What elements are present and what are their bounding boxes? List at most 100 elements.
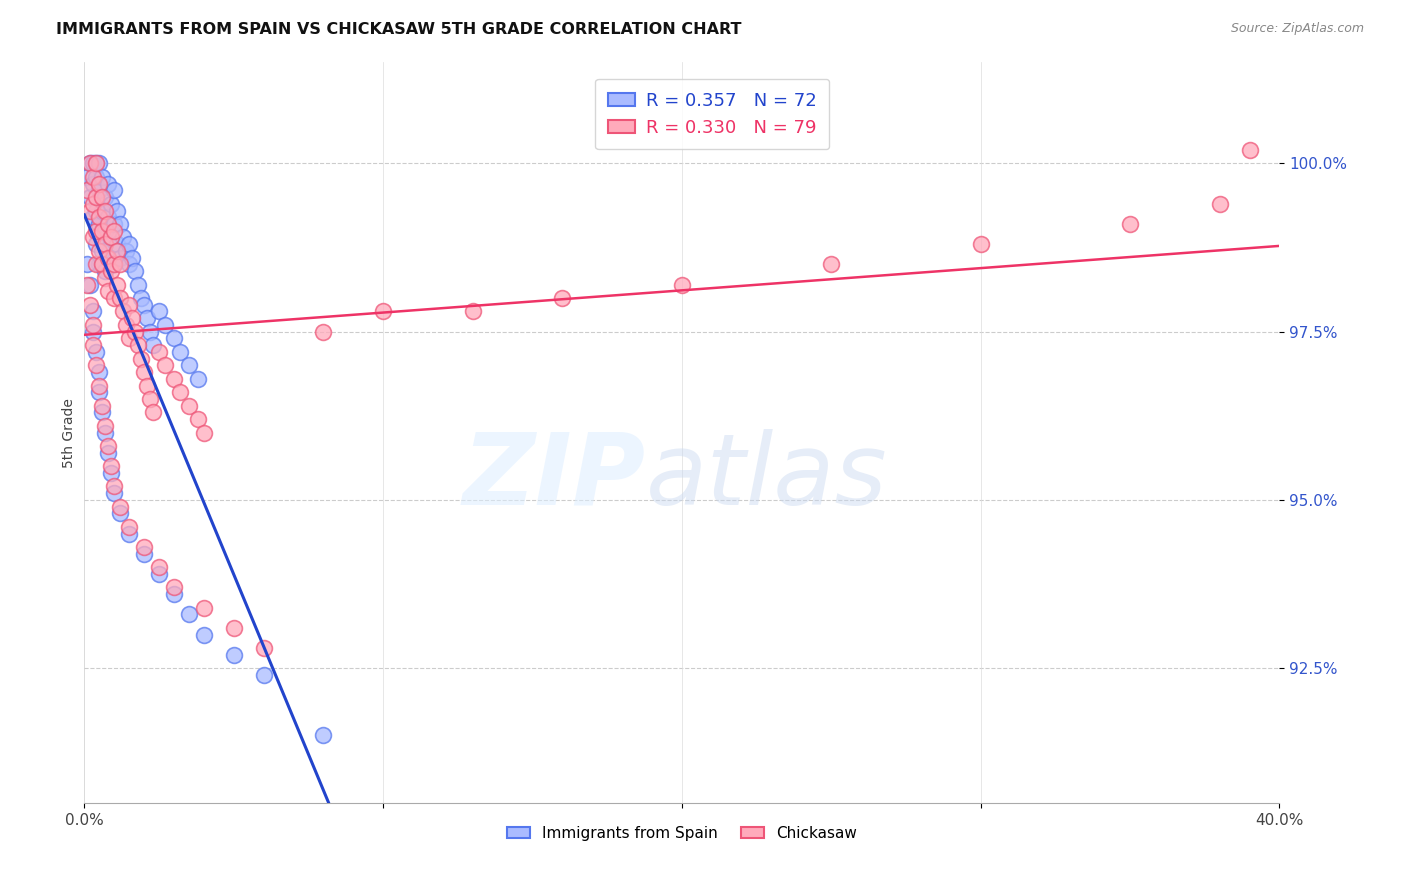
Point: [253, 668, 276, 682]
Point: [94, 425, 117, 440]
Point: [136, 311, 159, 326]
Point: [193, 425, 215, 440]
Point: [91, 257, 114, 271]
Text: ZIP: ZIP: [463, 428, 647, 525]
Point: [103, 224, 125, 238]
Point: [124, 264, 146, 278]
Point: [129, 351, 152, 366]
Point: [86, 203, 108, 218]
Point: [97, 251, 120, 265]
Point: [79, 298, 101, 312]
Point: [177, 399, 200, 413]
Point: [115, 244, 138, 258]
Text: Source: ZipAtlas.com: Source: ZipAtlas.com: [1230, 22, 1364, 36]
Point: [148, 566, 170, 581]
Point: [76, 277, 98, 292]
Point: [82, 318, 104, 332]
Point: [163, 587, 186, 601]
Point: [97, 285, 120, 299]
Text: atlas: atlas: [647, 428, 887, 525]
Point: [127, 277, 149, 292]
Point: [118, 520, 141, 534]
Point: [82, 325, 104, 339]
Point: [86, 344, 108, 359]
Point: [97, 217, 120, 231]
Point: [153, 318, 176, 332]
Point: [89, 244, 111, 258]
Point: [115, 318, 138, 332]
Point: [153, 359, 176, 373]
Point: [89, 365, 111, 379]
Point: [820, 257, 842, 271]
Point: [103, 479, 125, 493]
Point: [110, 507, 132, 521]
Point: [100, 230, 122, 244]
Point: [97, 177, 120, 191]
Point: [148, 344, 170, 359]
Legend: Immigrants from Spain, Chickasaw: Immigrants from Spain, Chickasaw: [501, 820, 863, 847]
Point: [312, 729, 335, 743]
Point: [139, 325, 162, 339]
Point: [82, 211, 104, 225]
Point: [139, 392, 162, 406]
Point: [169, 385, 191, 400]
Point: [105, 237, 128, 252]
Point: [82, 338, 104, 352]
Point: [94, 418, 117, 433]
Point: [118, 331, 141, 345]
Point: [169, 344, 191, 359]
Point: [82, 304, 104, 318]
Point: [1239, 143, 1261, 157]
Y-axis label: 5th Grade: 5th Grade: [62, 398, 76, 467]
Point: [103, 217, 125, 231]
Point: [118, 526, 141, 541]
Point: [103, 257, 125, 271]
Point: [86, 190, 108, 204]
Point: [970, 237, 993, 252]
Point: [187, 372, 209, 386]
Point: [91, 405, 114, 419]
Point: [136, 378, 159, 392]
Point: [89, 257, 111, 271]
Point: [100, 466, 122, 480]
Point: [103, 257, 125, 271]
Point: [461, 304, 484, 318]
Point: [86, 156, 108, 170]
Point: [79, 156, 101, 170]
Point: [177, 607, 200, 622]
Point: [89, 217, 111, 231]
Point: [86, 156, 108, 170]
Point: [103, 486, 125, 500]
Point: [79, 190, 101, 204]
Point: [89, 211, 111, 225]
Point: [671, 277, 693, 292]
Point: [79, 156, 101, 170]
Point: [110, 500, 132, 514]
Point: [110, 217, 132, 231]
Point: [86, 169, 108, 184]
Point: [86, 224, 108, 238]
Point: [100, 459, 122, 474]
Point: [105, 244, 128, 258]
Point: [193, 627, 215, 641]
Point: [89, 378, 111, 392]
Point: [76, 183, 98, 197]
Point: [110, 257, 132, 271]
Point: [193, 600, 215, 615]
Point: [100, 264, 122, 278]
Point: [121, 251, 143, 265]
Point: [79, 277, 101, 292]
Point: [163, 581, 186, 595]
Point: [82, 169, 104, 184]
Point: [163, 372, 186, 386]
Point: [94, 270, 117, 285]
Point: [82, 196, 104, 211]
Point: [82, 177, 104, 191]
Point: [86, 237, 108, 252]
Point: [100, 196, 122, 211]
Point: [91, 244, 114, 258]
Point: [94, 203, 117, 218]
Point: [94, 190, 117, 204]
Point: [253, 640, 276, 655]
Point: [1119, 217, 1142, 231]
